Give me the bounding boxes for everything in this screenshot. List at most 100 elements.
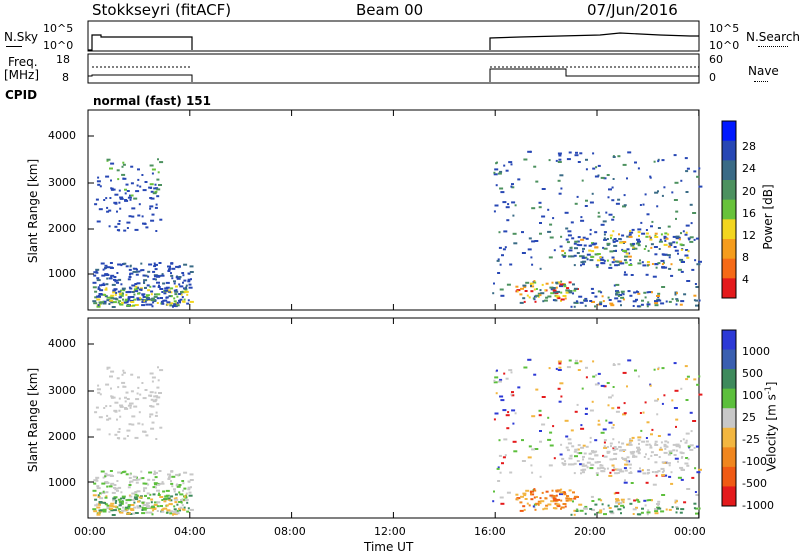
velocity-cell-853 (659, 446, 662, 449)
power-cell-275 (110, 276, 113, 279)
power-cell-288 (168, 266, 171, 269)
power-cell-1066 (651, 291, 653, 294)
power-cell-431 (106, 159, 109, 162)
velocity-cell-397 (134, 436, 139, 439)
power-cell-394 (141, 215, 144, 218)
velocity-cell-73 (153, 503, 158, 506)
velocity-cell-816 (603, 467, 606, 470)
velocity-cell-481 (691, 476, 695, 479)
velocity-cell-118 (114, 501, 117, 504)
power-cell-952 (563, 285, 567, 288)
power-cell-101 (126, 304, 131, 307)
power-cell-334 (143, 282, 146, 284)
power-cell-627 (506, 219, 510, 222)
power-cell-150 (125, 293, 128, 296)
power-cell-457 (157, 171, 160, 174)
velocity-scatter-cells (92, 358, 703, 516)
power-cell-970 (528, 296, 531, 299)
velocity-cell-1014 (622, 501, 625, 504)
power-cell-735 (667, 233, 670, 236)
power-cell-557 (683, 293, 687, 296)
velocity-cell-6 (179, 509, 181, 512)
power-cell-1048 (589, 300, 593, 302)
power-cell-982 (599, 301, 603, 304)
velocity-cell-778 (574, 448, 579, 451)
power-cell-1010 (620, 304, 622, 307)
velocity-cell-733 (686, 464, 690, 467)
velocity-cell-477 (655, 474, 658, 477)
power-cell-513 (503, 230, 508, 233)
power-cell-381 (114, 225, 118, 228)
velocity-cell-207 (134, 493, 138, 496)
power-cell-420 (109, 167, 113, 170)
velocity-cell-219 (150, 498, 154, 501)
power-cell-544 (493, 210, 496, 213)
power-cell-70 (122, 289, 126, 292)
velocity-cell-171 (150, 507, 155, 510)
nsky-panel-frame (87, 20, 700, 52)
power-cell-238 (161, 273, 164, 276)
velocity-cell-214 (118, 500, 122, 503)
velocity-cell-874 (672, 449, 676, 452)
power-cell-1022 (608, 299, 612, 301)
power-cell-946 (573, 287, 578, 290)
power-cell-361 (106, 206, 109, 209)
power-cell-900 (519, 293, 523, 296)
power-cell-473 (685, 191, 689, 193)
velocity-cell-54 (134, 512, 139, 514)
power-cell-133 (175, 304, 180, 307)
power-cell-355 (126, 221, 131, 224)
velocity-cell-1037 (617, 508, 622, 511)
velocity-cell-459 (159, 369, 164, 372)
power-cell-369 (99, 185, 102, 188)
velocity-cell-172 (173, 505, 176, 508)
power-cell-257 (171, 277, 174, 280)
power-cell-6 (179, 301, 181, 304)
power-cell-240 (102, 268, 105, 271)
power-cell-412 (130, 182, 134, 185)
power-cell-402 (123, 229, 127, 232)
power-cell-1041 (620, 296, 625, 299)
power-cell-1003 (597, 290, 601, 293)
power-cell-994 (601, 295, 604, 298)
power-cell-370 (124, 192, 127, 195)
velocity-cell-952 (563, 493, 567, 496)
velocity-cell-666 (686, 375, 690, 378)
power-cell-145 (186, 302, 190, 305)
power-cell-428 (127, 196, 132, 199)
power-cell-734 (577, 236, 581, 239)
velocity-cell-315 (134, 491, 138, 493)
power-cell-466 (547, 230, 552, 233)
velocity-cell-567 (521, 460, 526, 462)
velocity-cell-464 (690, 430, 693, 433)
velocity-cell-508 (500, 502, 505, 505)
velocity-cell-44 (119, 511, 124, 514)
power-cell-998 (627, 290, 631, 293)
power-cell-715 (521, 231, 524, 234)
velocity-cell-386 (129, 402, 131, 405)
velocity-cell-915 (550, 500, 555, 503)
velocity-cell-886 (667, 453, 671, 456)
power-cell-624 (644, 193, 647, 196)
power-cell-634 (694, 259, 697, 262)
velocity-cell-282 (175, 484, 180, 487)
velocity-cell-217 (174, 498, 179, 501)
velocity-cell-1053 (615, 501, 619, 504)
velocity-cell-963 (556, 498, 561, 501)
power-cell-38 (127, 297, 131, 300)
velocity-cell-626 (535, 388, 539, 391)
power-cell-279 (147, 275, 150, 278)
power-cbar-tick-8: 8 (742, 251, 749, 264)
velocity-cell-229 (167, 478, 171, 480)
power-cell-124 (159, 288, 164, 290)
velocity-cell-581 (631, 436, 635, 439)
power-cell-717 (590, 287, 594, 290)
velocity-cell-152 (133, 506, 137, 509)
velocity-cell-527 (685, 457, 689, 459)
power-cell-878 (645, 245, 647, 248)
power-cell-683 (493, 282, 495, 285)
power-cell-425 (109, 197, 112, 199)
velocity-cell-978 (555, 489, 559, 492)
velocity-cell-208 (142, 504, 146, 506)
power-cell-965 (522, 284, 527, 287)
